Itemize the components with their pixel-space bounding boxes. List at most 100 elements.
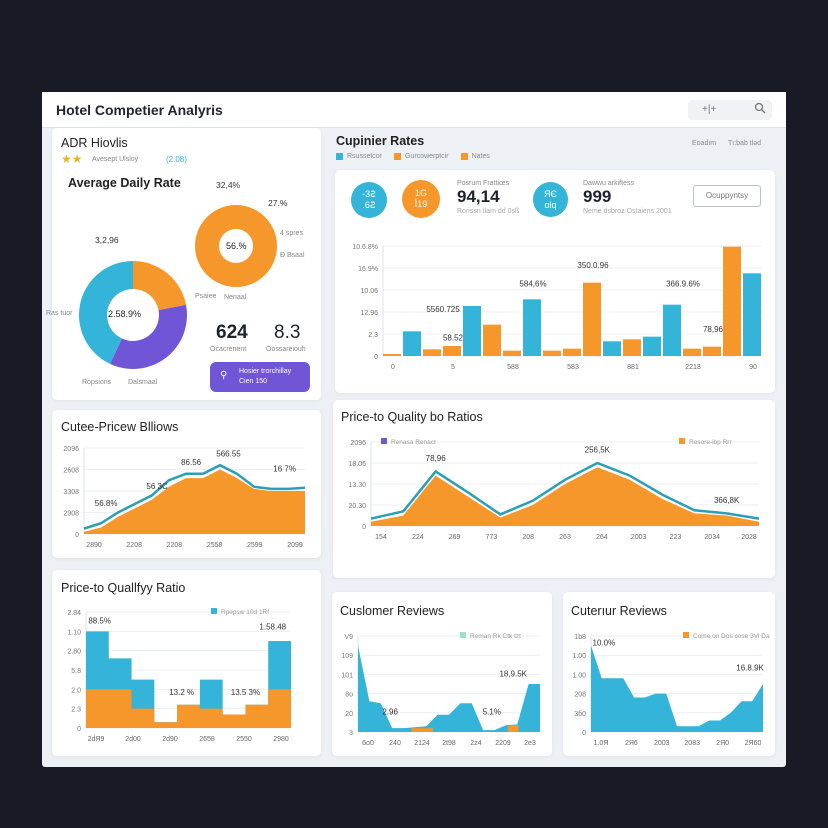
x-tick-label: 2599	[247, 542, 263, 549]
x-tick-label: 223	[670, 534, 682, 541]
search-icon[interactable]	[754, 102, 766, 117]
legend-swatch	[381, 438, 387, 444]
x-tick-label: 2003	[631, 534, 647, 541]
x-tick-label: 2208	[126, 542, 142, 549]
ratios-area-chart: 2096 18.06 13.30 20.30 0 154 224 269 773 208 263 26…	[348, 438, 760, 541]
bar-blue	[743, 273, 761, 356]
rates-link[interactable]: Tı:bab tləd	[728, 140, 762, 147]
data-label: 366.9.6%	[666, 280, 700, 289]
bar-orange	[623, 339, 641, 356]
rates-link[interactable]: Eoadım	[692, 140, 717, 147]
donut-segment-blue	[79, 261, 133, 364]
donut-legend: Ð Bsaal	[280, 252, 305, 259]
search-box[interactable]: +|+	[688, 100, 772, 120]
chart-title: Cutee-Pricew Blliows	[61, 420, 179, 434]
y-tick-label: 2.3	[368, 332, 378, 339]
legend-swatch	[683, 632, 689, 638]
x-tick-label: 2Я60	[745, 740, 762, 747]
donut-legend: 4 spres	[280, 230, 303, 237]
x-tick-label: 2d90	[162, 736, 178, 743]
donut-center-value: 56.%	[226, 241, 247, 251]
donut-segment-orange	[133, 261, 187, 311]
bar-orange	[703, 346, 721, 356]
x-tick-label: 2d00	[125, 736, 141, 743]
y-tick-label: 0	[75, 532, 79, 539]
area-blue	[358, 645, 540, 732]
y-tick-label: 16.9%	[358, 266, 378, 273]
x-tick-label: 2Я6	[625, 740, 638, 747]
stat-label: Oossareiouh	[266, 346, 306, 353]
x-tick-label: 2e3	[524, 740, 536, 747]
x-tick-label: 2Я0	[716, 740, 729, 747]
y-tick-label: 2096	[350, 440, 366, 447]
data-label: 5560.725	[426, 305, 460, 314]
metric-circle: ЯЄ ɑlq	[533, 182, 568, 217]
data-label: 88.5%	[88, 617, 111, 626]
legend-label: Reman Rk Ctk tzt	[470, 633, 521, 640]
chart-title: Price-to Quality bo Ratios	[341, 410, 483, 424]
kpi-sub: Neme dsbroz Ostaiens 2001	[583, 208, 672, 215]
chart-title: Cuterıur Reviews	[571, 604, 667, 618]
y-tick-label: 0	[77, 726, 81, 733]
data-label: 16.8.9K	[736, 664, 764, 673]
donut-label: 32,4%	[216, 180, 241, 190]
donut-charts	[79, 205, 277, 369]
x-tick-label: 2550	[236, 736, 252, 743]
legend-item: Nates	[460, 153, 490, 160]
x-tick-label: 2083	[684, 740, 700, 747]
x-tick-label: 208	[522, 534, 534, 541]
y-tick-label: 2608	[63, 468, 79, 475]
y-tick-label: 1.10	[67, 629, 81, 636]
occupancy-button[interactable]: Ocuppyntsy	[693, 185, 761, 207]
y-tick-label: 13.30	[348, 482, 366, 489]
search-input-text[interactable]: +|+	[702, 104, 717, 115]
legend-label: Renasa Renact	[391, 439, 436, 446]
donut-label: Ras tuor	[46, 310, 73, 317]
pricew-area-chart: 2096 2608 3308 2908 0 2890 2208 2208 2558 2599 209…	[63, 446, 306, 549]
y-tick-label: 101	[341, 672, 353, 679]
kpi-value: 999	[583, 187, 612, 206]
x-tick-label: 588	[507, 364, 519, 371]
x-tick-label: 2208	[167, 542, 183, 549]
x-tick-label: 2028	[741, 534, 757, 541]
data-label: 584,6%	[519, 280, 546, 289]
y-tick-label: 2.0	[71, 687, 81, 694]
page-title: Hotel Competier Analyris	[56, 102, 223, 118]
rates-title: Cupinier Rates	[336, 134, 425, 148]
data-label: 78,96	[426, 454, 447, 463]
legend-label: Come on Dos cose 3Vl Da	[693, 633, 770, 640]
y-tick-label: 20.30	[348, 503, 366, 510]
rating-label: Avesept Ulsloy	[92, 156, 139, 163]
line-teal	[370, 461, 760, 520]
rates-bar-chart: 10.6.8% 16.9% 10.06 12.96 2.3 0 0 5 588 583 881 221…	[352, 244, 763, 371]
x-tick-label: 264	[596, 534, 608, 541]
reviews2-chart: 1b8 1.00 1.00 208 3б0 0 1.0Я 2Я6 2003 2083 2Я0 2Я60…	[572, 632, 770, 747]
y-tick-label: 2.84	[67, 610, 81, 617]
bar-orange	[443, 346, 461, 356]
app-header: Hotel Competier Analyris +|+	[42, 92, 786, 128]
reviews2-panel: Cuterıur Reviews 1b8 1.00 1.00 208 3б0 0 1.0Я 2…	[563, 592, 775, 756]
x-tick-label: 2t98	[442, 740, 456, 747]
bar-blue	[523, 299, 541, 356]
kpi-value: 94,14	[457, 187, 500, 206]
x-tick-label: 1.0Я	[594, 740, 609, 747]
star-rating-icon: ★★	[61, 152, 83, 166]
data-label: 16 7%	[273, 465, 296, 474]
bar-orange	[723, 246, 741, 356]
x-tick-label: 224	[412, 534, 424, 541]
button-sublabel: Cien 150	[239, 378, 268, 385]
y-tick-label: 2.3	[71, 707, 81, 714]
x-tick-label: 2980	[273, 736, 289, 743]
y-tick-label: 12.96	[360, 310, 378, 317]
x-tick-label: 773	[486, 534, 498, 541]
legend-item: Rsussetcor	[336, 153, 382, 160]
data-label: 2.96	[382, 708, 398, 717]
donut-label: Ropsions	[82, 379, 112, 386]
data-label: 1.58.48	[259, 622, 286, 631]
data-label: 86.56	[181, 458, 202, 467]
hotel-search-button[interactable]: ⚲ Hosier trorchillay Cien 150	[210, 362, 310, 392]
y-tick-label: 8o	[345, 692, 353, 699]
step-area-blue	[86, 631, 291, 728]
ratios-panel: Price-to Quality bo Ratios 2096 18.06 13.3…	[333, 400, 775, 578]
y-tick-label: 0	[374, 354, 378, 361]
